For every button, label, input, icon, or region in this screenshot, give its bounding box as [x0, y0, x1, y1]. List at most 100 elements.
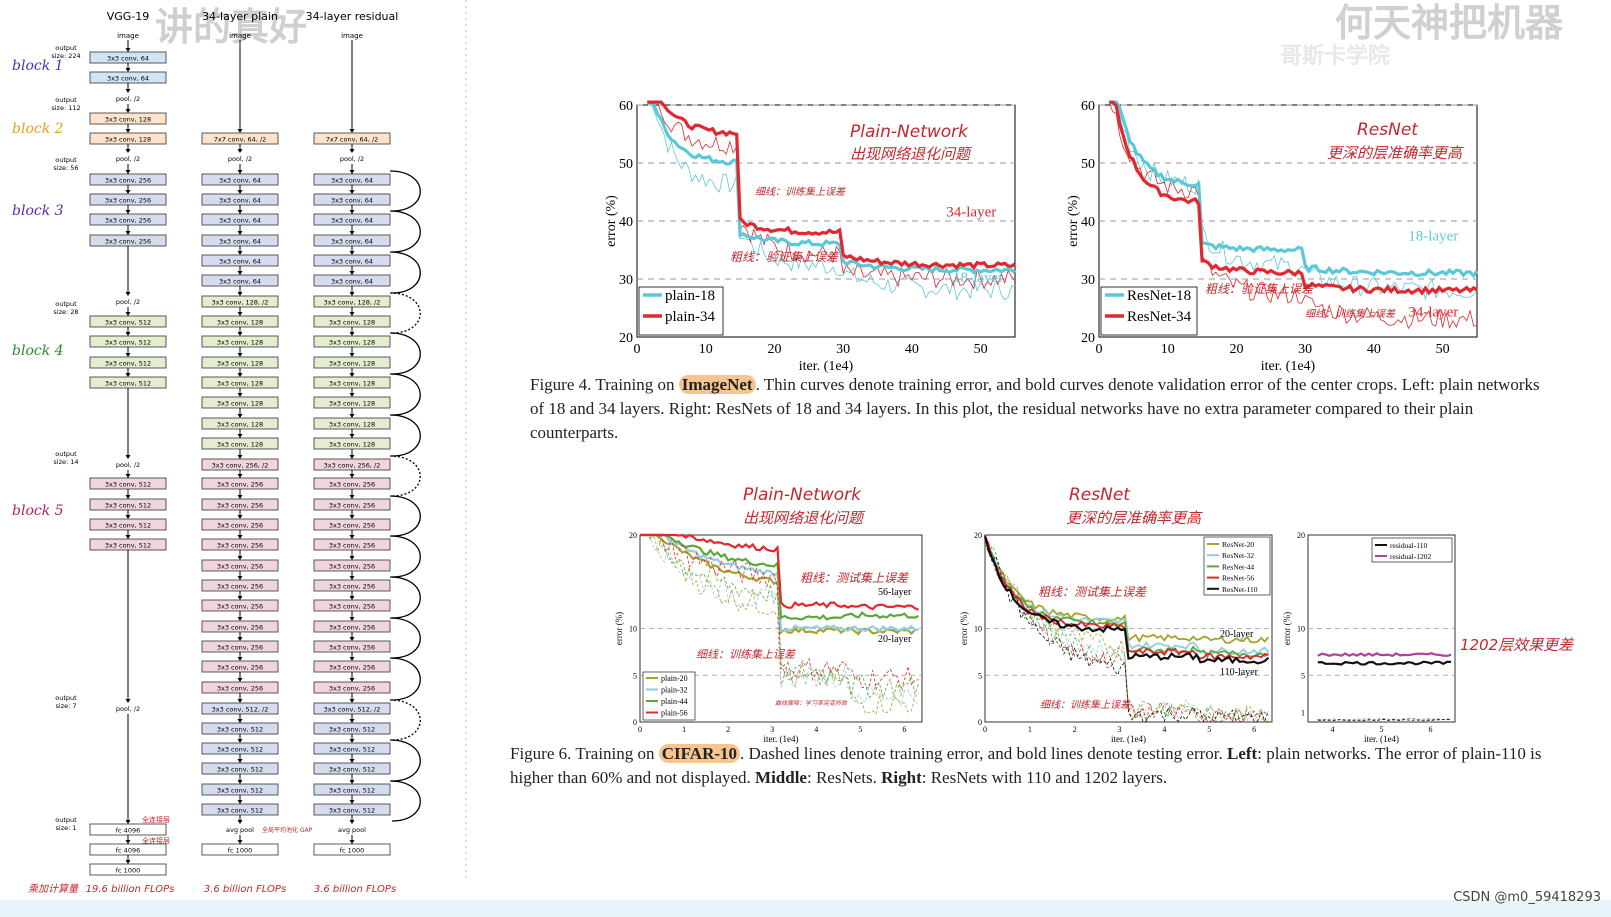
layer-box: 3x3 conv, 256: [313, 498, 391, 511]
layer-box: 3x3 conv, 128: [313, 396, 391, 409]
legend-entry: ResNet-110: [1222, 585, 1258, 594]
svg-text:3x3 conv, 512: 3x3 conv, 512: [105, 521, 151, 529]
figure4-caption: Figure 4. Training on ImageNet. Thin cur…: [530, 373, 1555, 445]
svg-text:3x3 conv, 256: 3x3 conv, 256: [329, 480, 375, 488]
fig4-caption-pre: Figure 4. Training on: [530, 375, 679, 394]
legend: residual-110 residual-1202: [1371, 537, 1453, 563]
svg-text:3x3 conv, 256: 3x3 conv, 256: [329, 501, 375, 509]
layer-box: 3x3 conv, 64: [201, 234, 279, 247]
pool-label: pool, /2: [116, 461, 140, 469]
skip-connection: [389, 455, 421, 497]
layer-box: 3x3 conv, 512: [89, 335, 167, 348]
layer-box: 3x3 conv, 512: [201, 762, 279, 775]
legend-entry: plain-20: [661, 674, 688, 683]
layer-box: 3x3 conv, 512: [313, 722, 391, 735]
note: Plain-Network: [743, 485, 862, 505]
layer-box: 3x3 conv, 256: [89, 213, 167, 226]
svg-text:3x3 conv, 128: 3x3 conv, 128: [217, 440, 263, 448]
x-tick: 5: [1207, 725, 1211, 734]
fig6-caption-middle: Middle: [755, 768, 807, 787]
svg-text:3x3 conv, 512: 3x3 conv, 512: [105, 338, 151, 346]
svg-text:3x3 conv, 256: 3x3 conv, 256: [329, 663, 375, 671]
svg-text:3x3 conv, 128: 3x3 conv, 128: [329, 318, 375, 326]
svg-text:3x3 conv, 64: 3x3 conv, 64: [219, 237, 261, 245]
y-tick: 20: [1081, 331, 1095, 346]
x-tick: 6: [1252, 725, 1256, 734]
y-tick: 40: [619, 215, 633, 230]
architecture-diagram: VGG-19 image 34-layer plain image 34-layer r…: [12, 0, 467, 895]
x-tick: 40: [1367, 342, 1381, 357]
legend: plain-20 plain-32 plain-44 plain-56: [642, 671, 696, 721]
svg-text:3x3 conv, 256: 3x3 conv, 256: [329, 541, 375, 549]
svg-text:3x3 conv, 128: 3x3 conv, 128: [217, 379, 263, 387]
note: 细线：训练集上误差: [755, 186, 846, 198]
legend: plain-18 plain-34: [638, 286, 724, 336]
legend-entry: ResNet-34: [1127, 309, 1192, 325]
x-tick: 1: [1028, 725, 1032, 734]
svg-text:3x3 conv, 64: 3x3 conv, 64: [219, 216, 261, 224]
x-tick: 3: [1118, 725, 1122, 734]
y-axis-label: error (%): [614, 612, 624, 645]
test-curve: [1317, 652, 1452, 658]
svg-text:3x3 conv, 64: 3x3 conv, 64: [331, 196, 373, 204]
note: Plain-Network: [850, 122, 969, 142]
curve-label-top: 34-layer: [946, 204, 996, 220]
svg-text:3x3 conv, 512: 3x3 conv, 512: [329, 725, 375, 733]
svg-text:3x3 conv, 128: 3x3 conv, 128: [105, 115, 151, 123]
csdn-watermark: CSDN @m0_59418293: [1453, 890, 1601, 905]
note: ResNet: [1357, 120, 1419, 140]
train-curve: [984, 543, 1269, 723]
x-tick: 2: [1073, 725, 1077, 734]
cifar-1202-panel: 1 5 10 20 4 5 6 iter. (1e4) error (%) residual-11…: [1282, 531, 1575, 744]
block-label: block 2: [12, 121, 64, 137]
skip-connection: [389, 699, 421, 741]
legend: ResNet-20 ResNet-32 ResNet-44 ResNet-56 ResN…: [1203, 536, 1271, 596]
layer-box: 3x3 conv, 256: [313, 620, 391, 633]
svg-text:3x3 conv, 512: 3x3 conv, 512: [329, 786, 375, 794]
svg-text:3x3 conv, 256: 3x3 conv, 256: [217, 562, 263, 570]
y-tick: 30: [619, 273, 633, 288]
svg-text:size: 112: size: 112: [51, 104, 80, 112]
svg-text:3x3 conv, 64: 3x3 conv, 64: [331, 237, 373, 245]
avgpool-note: 全局平均池化 GAP: [262, 826, 313, 834]
svg-text:3x3 conv, 256: 3x3 conv, 256: [217, 684, 263, 692]
y-tick: 10: [974, 625, 982, 634]
train-curve: [640, 534, 919, 699]
svg-text:3x3 conv, 128: 3x3 conv, 128: [329, 379, 375, 387]
train-curve-b: [647, 101, 1016, 290]
legend-entry: ResNet-20: [1222, 540, 1254, 549]
skip-connection: [389, 292, 421, 334]
layer-box: 3x3 conv, 128: [201, 376, 279, 389]
layer-box: 3x3 conv, 256: [201, 579, 279, 592]
layer-box: 3x3 conv, 256: [313, 559, 391, 572]
x-tick: 20: [767, 342, 781, 357]
svg-text:3x3 conv, 128: 3x3 conv, 128: [217, 318, 263, 326]
layer-box: 3x3 conv, 128: [201, 356, 279, 369]
layer-box: 3x3 conv, 128, /2: [201, 295, 279, 308]
watermark-sub: 哥斯卡学院: [1280, 44, 1391, 69]
curve-label: 110-layer: [1220, 667, 1259, 678]
note: 细线：训练集上误差: [696, 648, 796, 661]
svg-text:3x3 conv, 64: 3x3 conv, 64: [219, 277, 261, 285]
watermark-right: 何天神把机器: [1335, 1, 1564, 45]
legend-entry: ResNet-44: [1222, 562, 1254, 571]
layer-box: 3x3 conv, 256: [201, 620, 279, 633]
x-tick: 4: [1162, 725, 1166, 734]
svg-text:3x3 conv, 512: 3x3 conv, 512: [105, 379, 151, 387]
image-label: image: [117, 32, 139, 40]
layer-box: 3x3 conv, 128: [201, 437, 279, 450]
train-curve: [1317, 719, 1452, 722]
svg-text:3x3 conv, 128: 3x3 conv, 128: [105, 135, 151, 143]
svg-text:3x3 conv, 128: 3x3 conv, 128: [329, 420, 375, 428]
note: 粗线：验证集上误差: [730, 250, 839, 264]
svg-text:3x3 conv, 512: 3x3 conv, 512: [329, 745, 375, 753]
note: 细线：训练集上误差: [1305, 308, 1396, 320]
x-tick: 6: [902, 725, 906, 734]
layer-box: fc 1000: [313, 843, 391, 856]
layer-box: 3x3 conv, 64: [313, 213, 391, 226]
layer-box: 3x3 conv, 512: [313, 742, 391, 755]
train-curve: [640, 534, 919, 691]
note: 细线：训练集上误差: [1040, 699, 1131, 711]
column-title: VGG-19: [107, 10, 150, 23]
